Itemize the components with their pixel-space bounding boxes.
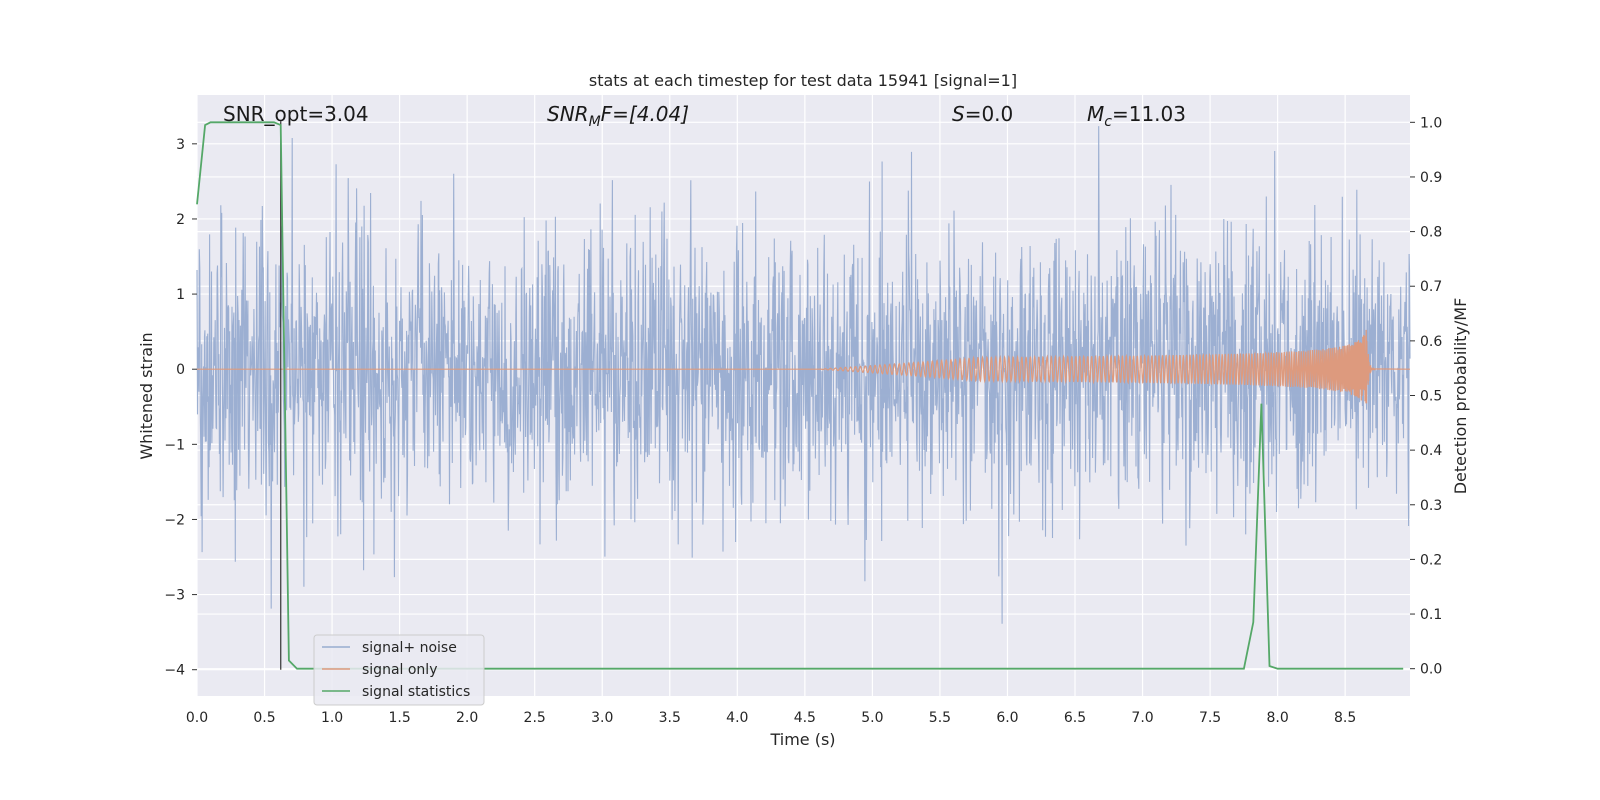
legend-label-signal-statistics: signal statistics bbox=[362, 684, 470, 700]
mc-rest: =11.03 bbox=[1112, 102, 1186, 126]
tick-labels: 0.0 0.5 1.0 1.5 2.0 2.5 3.0 3.5 4.0 4.5 5.0 5.5 6.0 6… bbox=[164, 115, 1442, 726]
x-tick-label: 2.5 bbox=[524, 710, 546, 726]
legend-box bbox=[313, 634, 485, 706]
annotation-snr-mf: SNRMF=[4.04] bbox=[547, 102, 689, 130]
x-tick-label: 5.5 bbox=[929, 710, 951, 726]
x-tick-label: 0.5 bbox=[253, 710, 275, 726]
y-axis-label: Whitened strain bbox=[137, 332, 156, 459]
legend-label-signal-noise: signal+ noise bbox=[362, 640, 457, 656]
x-tick-label: 7.0 bbox=[1131, 710, 1153, 726]
y2-tick-label: 0.3 bbox=[1420, 498, 1442, 514]
x-tick-label: 6.0 bbox=[996, 710, 1018, 726]
series-signal-only-line bbox=[197, 329, 1411, 404]
y-tick-label: −4 bbox=[164, 663, 185, 679]
x-axis-label: Time (s) bbox=[769, 730, 835, 749]
annotation-mc: Mc=11.03 bbox=[1087, 102, 1186, 130]
x-tick-label: 3.5 bbox=[659, 710, 681, 726]
x-tick-label: 0.0 bbox=[186, 710, 208, 726]
mc-main: M bbox=[1087, 102, 1104, 126]
y2-tick-label: 0.2 bbox=[1420, 552, 1442, 568]
x-tick-label: 8.0 bbox=[1266, 710, 1288, 726]
s-rest: =0.0 bbox=[965, 102, 1014, 126]
y-tick-label: 0 bbox=[176, 362, 185, 378]
y2-tick-label: 0.5 bbox=[1420, 389, 1442, 405]
x-tick-label: 2.0 bbox=[456, 710, 478, 726]
chart-title: stats at each timestep for test data 159… bbox=[589, 71, 1017, 90]
y2-tick-label: 0.6 bbox=[1420, 334, 1442, 350]
s-italic: S bbox=[952, 102, 965, 126]
x-tick-label: 4.0 bbox=[726, 710, 748, 726]
y2-tick-label: 0.8 bbox=[1420, 225, 1442, 241]
annotation-s: S=0.0 bbox=[952, 102, 1013, 126]
y2-tick-label: 0.7 bbox=[1420, 279, 1442, 295]
x-tick-label: 6.5 bbox=[1064, 710, 1086, 726]
y2-tick-label: 0.4 bbox=[1420, 443, 1442, 459]
x-tick-label: 7.5 bbox=[1199, 710, 1221, 726]
legend-label-signal-only: signal only bbox=[362, 662, 437, 678]
y-tick-label: 2 bbox=[176, 212, 185, 228]
y-tick-label: 3 bbox=[176, 137, 185, 153]
y2-tick-label: 0.0 bbox=[1420, 662, 1442, 678]
x-tick-label: 4.5 bbox=[794, 710, 816, 726]
x-tick-label: 3.0 bbox=[591, 710, 613, 726]
y-tick-label: −1 bbox=[164, 437, 185, 453]
y-tick-label: −2 bbox=[164, 512, 185, 528]
x-tick-label: 1.5 bbox=[388, 710, 410, 726]
y-tick-label: −3 bbox=[164, 588, 185, 604]
snr-mf-subscript: M bbox=[589, 114, 601, 130]
series-signal-noise-line bbox=[196, 126, 1411, 624]
y2-tick-label: 0.1 bbox=[1420, 607, 1442, 623]
y2-axis-label: Detection probability/MF bbox=[1451, 298, 1470, 495]
y2-tick-label: 0.9 bbox=[1420, 170, 1442, 186]
snr-mf-main: SNR bbox=[547, 102, 589, 126]
y-tick-label: 1 bbox=[176, 287, 185, 303]
y2-tick-label: 1.0 bbox=[1420, 115, 1442, 131]
x-tick-label: 8.5 bbox=[1334, 710, 1356, 726]
annotation-snr-opt: SNR_opt=3.04 bbox=[223, 102, 369, 126]
x-tick-label: 5.0 bbox=[861, 710, 883, 726]
snr-mf-rest: F=[4.04] bbox=[601, 102, 689, 126]
legend: signal+ noise signal only signal statist… bbox=[313, 634, 485, 706]
x-tick-label: 1.0 bbox=[321, 710, 343, 726]
mc-subscript: c bbox=[1104, 114, 1112, 130]
